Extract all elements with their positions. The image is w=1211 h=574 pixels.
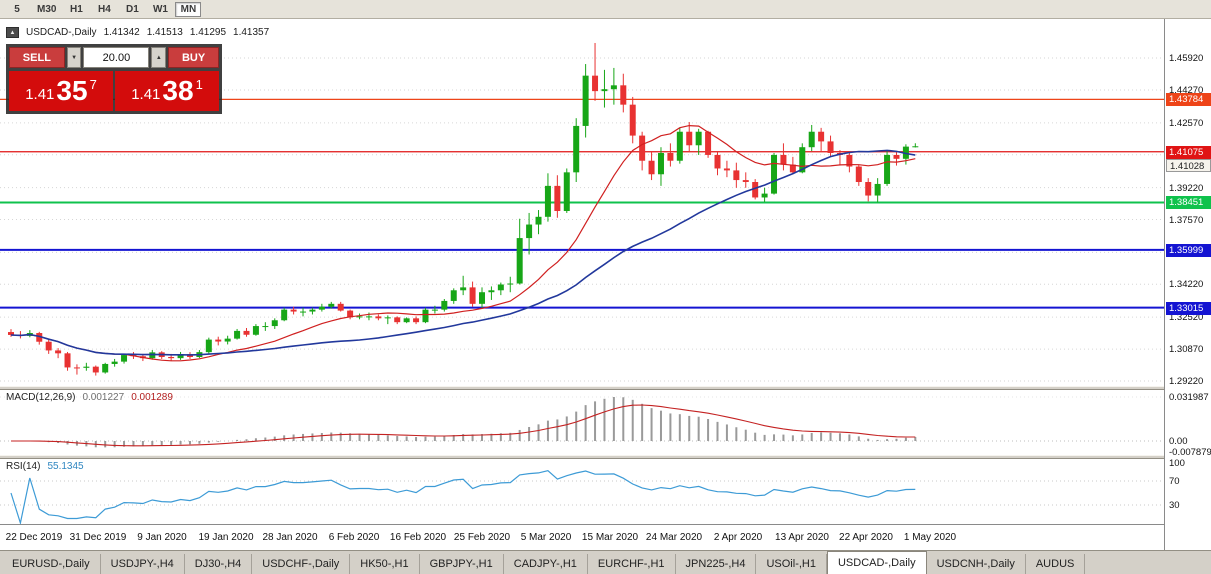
macd-axis-label: -0.007879	[1169, 447, 1211, 458]
price-tag: 1.38451	[1166, 196, 1211, 210]
buy-price-prefix: 1.41	[131, 86, 161, 103]
price-tag: 1.35999	[1166, 243, 1211, 257]
chart-tab-eurusddaily[interactable]: EURUSD-,Daily	[2, 554, 101, 574]
date-label: 2 Apr 2020	[713, 532, 763, 543]
ohlc-close: 1.41357	[233, 27, 270, 38]
chart-tab-eurchfh1[interactable]: EURCHF-,H1	[588, 554, 676, 574]
sell-button[interactable]: SELL	[9, 47, 65, 68]
chart-tab-usdcaddaily[interactable]: USDCAD-,Daily	[826, 551, 927, 574]
chart-tab-dj30h4[interactable]: DJ30-,H4	[185, 554, 253, 574]
ohlc-low: 1.41295	[189, 27, 227, 38]
ohlc-high: 1.41513	[146, 27, 183, 38]
macd-axis-label: 0.031987	[1169, 392, 1209, 403]
macd-signal-value: 0.001289	[131, 392, 173, 403]
price-tag: 1.33015	[1166, 301, 1211, 315]
macd-label: MACD(12,26,9) 0.001227 0.001289	[6, 392, 173, 403]
date-label: 5 Mar 2020	[520, 532, 572, 543]
price-tag: 1.41075	[1166, 145, 1211, 159]
chart-tab-usoilh1[interactable]: USOil-,H1	[756, 554, 827, 574]
buy-price-digits: 38	[162, 75, 194, 106]
panel-separator[interactable]	[0, 386, 1211, 390]
sell-price-pipette: 7	[89, 77, 97, 92]
timeframe-button-m30[interactable]: M30	[37, 3, 57, 15]
main-chart-panel: ▲ USDCAD-,Daily 1.41342 1.41513 1.41295 …	[0, 19, 1164, 386]
price-axis: 1.459201.442701.425701.409201.392201.375…	[1164, 19, 1211, 550]
rsi-indicator-panel: RSI(14) 55.1345	[0, 459, 1164, 524]
timeframe-button-d1[interactable]: D1	[126, 3, 139, 15]
price-tick-label: 1.30870	[1169, 344, 1204, 356]
price-tick-label: 1.34220	[1169, 279, 1204, 291]
chart-symbol-label: USDCAD-,Daily	[26, 27, 97, 38]
price-chart-canvas[interactable]	[0, 19, 1164, 386]
rsi-axis-label: 30	[1169, 500, 1180, 511]
sell-price-tile[interactable]: 1.41 35 7	[9, 71, 113, 111]
chart-tab-audus[interactable]: AUDUS	[1026, 554, 1086, 574]
timeframe-button-h1[interactable]: H1	[70, 3, 83, 15]
buy-price-pipette: 1	[195, 77, 203, 92]
macd-main-value: 0.001227	[82, 392, 125, 403]
price-tick-label: 1.29220	[1169, 375, 1204, 387]
date-label: 31 Dec 2019	[69, 532, 127, 543]
timeframe-button-mn[interactable]: MN	[175, 1, 202, 17]
price-tick-label: 1.45920	[1169, 53, 1204, 65]
sell-price-digits: 35	[56, 75, 88, 106]
price-tag: 1.41028	[1166, 158, 1211, 172]
chart-tab-usdchfdaily[interactable]: USDCHF-,Daily	[252, 554, 351, 574]
volume-increase-icon[interactable]: ▲	[151, 47, 167, 68]
timeframe-toolbar: 5 M30 H1 H4 D1 W1 MN	[0, 0, 1211, 19]
one-click-trade-panel: SELL ▼ ▲ BUY 1.41 35 7 1.41 38 1	[6, 44, 222, 114]
buy-button[interactable]: BUY	[168, 47, 219, 68]
date-label: 1 May 2020	[903, 532, 957, 543]
chart-tab-cadjpyh1[interactable]: CADJPY-,H1	[504, 554, 588, 574]
date-label: 15 Mar 2020	[581, 532, 639, 543]
chart-tab-bar: EURUSD-,Daily USDJPY-,H4 DJ30-,H4 USDCHF-,D…	[0, 550, 1211, 574]
rsi-canvas	[0, 470, 1164, 524]
chart-tab-hk50h1[interactable]: HK50-,H1	[350, 554, 420, 574]
sell-price-prefix: 1.41	[25, 86, 55, 103]
date-label: 9 Jan 2020	[137, 532, 187, 543]
panel-separator[interactable]	[0, 455, 1211, 459]
date-label: 19 Jan 2020	[198, 532, 254, 543]
macd-indicator-panel: MACD(12,26,9) 0.001227 0.001289	[0, 390, 1164, 455]
one-click-trading-toggle-icon[interactable]: ▲	[6, 27, 19, 38]
volume-input[interactable]	[83, 47, 150, 68]
date-label: 28 Jan 2020	[262, 532, 318, 543]
rsi-axis-label: 100	[1169, 458, 1185, 469]
timeframe-button-w1[interactable]: W1	[152, 3, 168, 15]
price-tick-label: 1.42570	[1169, 117, 1204, 129]
date-label: 6 Feb 2020	[328, 532, 380, 543]
date-label: 25 Feb 2020	[453, 532, 511, 543]
date-label: 13 Apr 2020	[775, 532, 829, 543]
date-label: 24 Mar 2020	[645, 532, 703, 543]
timeframe-button-5[interactable]: 5	[14, 3, 20, 15]
ohlc-open: 1.41342	[103, 27, 140, 38]
price-tick-label: 1.44270	[1169, 84, 1204, 96]
chart-header: ▲ USDCAD-,Daily 1.41342 1.41513 1.41295 …	[6, 27, 269, 38]
macd-axis-label: 0.00	[1169, 436, 1188, 447]
price-tick-label: 1.39220	[1169, 182, 1204, 194]
date-label: 16 Feb 2020	[389, 532, 447, 543]
chart-tab-gbpjpyh1[interactable]: GBPJPY-,H1	[420, 554, 504, 574]
macd-canvas	[0, 396, 1164, 448]
price-tick-label: 1.37570	[1169, 214, 1204, 226]
rsi-label: RSI(14) 55.1345	[6, 461, 84, 472]
price-tick-label: 1.32520	[1169, 312, 1204, 324]
chart-tab-usdcnhdaily[interactable]: USDCNH-,Daily	[927, 554, 1026, 574]
buy-price-tile[interactable]: 1.41 38 1	[115, 71, 219, 111]
chart-tab-usdjpyh4[interactable]: USDJPY-,H4	[101, 554, 185, 574]
rsi-value: 55.1345	[47, 461, 84, 472]
volume-decrease-icon[interactable]: ▼	[66, 47, 82, 68]
price-tag: 1.43784	[1166, 93, 1211, 107]
timeframe-button-h4[interactable]: H4	[98, 3, 111, 15]
rsi-axis-label: 70	[1169, 476, 1180, 487]
chart-tab-jpn225h4[interactable]: JPN225-,H4	[676, 554, 757, 574]
date-label: 22 Apr 2020	[839, 532, 893, 543]
date-label: 22 Dec 2019	[5, 532, 63, 543]
date-axis: 22 Dec 2019 31 Dec 2019 9 Jan 2020 19 Jan 2…	[0, 524, 1164, 550]
